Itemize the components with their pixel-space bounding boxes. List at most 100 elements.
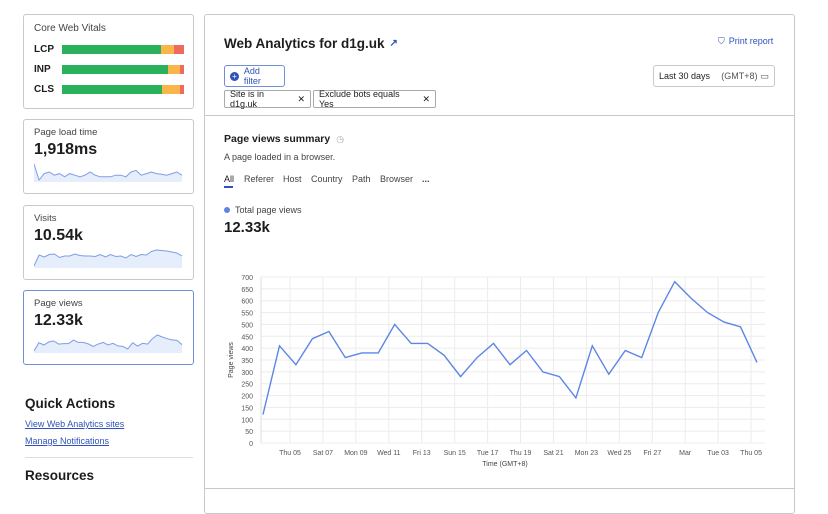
print-icon: ⛉ [718,36,725,46]
manage-notifications-link[interactable]: Manage Notifications [25,436,110,446]
metric-card-page-views[interactable]: Page views 12.33k [23,290,194,365]
data-point[interactable] [310,336,315,341]
external-link-icon[interactable]: ↗ [389,38,398,49]
metric-card-page-load-time[interactable]: Page load time 1,918ms [23,119,194,194]
data-point[interactable] [442,353,447,358]
y-tick-label: 700 [241,275,253,282]
x-tick-label: Wed 25 [607,450,631,457]
filter-value: d1g.uk [230,99,258,109]
active-tab-indicator [224,186,233,188]
resources-heading: Resources [25,468,95,483]
x-tick-label: Thu 19 [510,450,532,457]
data-point[interactable] [672,279,677,284]
cwv-row-lcp[interactable]: LCP [34,43,186,55]
cwv-label: CLS [34,83,54,95]
data-point[interactable] [392,322,397,327]
metric-label: Page views [34,298,83,309]
data-point[interactable] [689,296,694,301]
cwv-segment-needs [168,64,181,74]
tab-more[interactable]: ... [422,174,430,184]
cwv-label: INP [34,63,51,75]
legend-dot-icon [224,207,230,213]
data-point[interactable] [343,355,348,360]
data-point[interactable] [326,329,331,334]
data-point[interactable] [508,362,513,367]
data-point[interactable] [491,341,496,346]
cwv-segment-needs [162,84,181,94]
legend-label: Total page views [235,205,302,215]
data-point[interactable] [293,362,298,367]
sparkline-line [34,334,182,352]
clock-icon[interactable]: ◷ [336,133,345,144]
core-web-vitals-card[interactable]: Core Web Vitals LCP INP CLS [23,14,194,109]
date-range-picker[interactable]: Last 30 days (GMT+8) ▭ [653,65,775,87]
filter-chip-site[interactable]: Site is in d1g.uk ✕ [224,89,311,109]
sparkline [34,249,182,268]
y-tick-label: 600 [241,299,253,306]
data-point[interactable] [755,360,760,365]
data-point[interactable] [738,324,743,329]
data-point[interactable] [606,372,611,377]
data-point[interactable] [573,395,578,400]
data-point[interactable] [705,310,710,315]
close-icon[interactable]: ✕ [297,93,305,104]
y-tick-label: 350 [241,358,253,365]
legend-item[interactable]: Total page views [224,205,302,215]
data-point[interactable] [623,348,628,353]
x-axis-title: Time (GMT+8) [482,461,527,468]
page-views-chart: 0 50 100 150 200 250 300 350 400 450 500 550 600 650 7… [228,275,765,468]
cwv-bar [62,44,184,54]
tab-browser[interactable]: Browser [380,174,414,184]
divider [205,115,794,116]
data-point[interactable] [475,355,480,360]
close-icon[interactable]: ✕ [422,93,430,104]
tab-host[interactable]: Host [283,174,302,184]
timezone-label: (GMT+8) [721,70,758,81]
metric-card-visits[interactable]: Visits 10.54k [23,205,194,280]
cwv-segment-poor [180,84,184,94]
cwv-segment-needs [160,44,175,54]
print-report-button[interactable]: ⛉ Print report [718,36,773,47]
tab-all[interactable]: All [224,174,235,184]
data-point[interactable] [425,341,430,346]
view-sites-link[interactable]: View Web Analytics sites [25,419,125,429]
cwv-row-inp[interactable]: INP [34,63,186,75]
data-point[interactable] [639,355,644,360]
divider [205,488,794,489]
x-tick-label: Sat 21 [543,450,563,457]
cwv-title: Core Web Vitals [34,23,106,34]
data-point[interactable] [277,343,282,348]
series-line-total-page-views[interactable] [262,280,758,415]
filter-field: Site [230,89,246,99]
calendar-icon: ▭ [760,70,769,81]
data-point[interactable] [524,348,529,353]
x-tick-label: Mon 23 [575,450,598,457]
add-filter-button[interactable]: + Add filter [224,65,285,87]
data-point[interactable] [590,343,595,348]
filter-op: is in [248,89,265,99]
y-tick-label: 250 [241,382,253,389]
sparkline-line [34,163,182,182]
tab-country[interactable]: Country [311,174,343,184]
data-point[interactable] [540,369,545,374]
data-point[interactable] [557,374,562,379]
cwv-row-cls[interactable]: CLS [34,83,186,95]
y-tick-label: 50 [245,429,253,436]
data-point[interactable] [409,341,414,346]
tab-path[interactable]: Path [352,174,371,184]
sparkline-area [34,250,182,268]
metric-label: Page load time [34,127,98,138]
filter-chip-bots[interactable]: Exclude bots equals Yes ✕ [313,89,436,109]
y-tick-label: 300 [241,370,253,377]
data-point[interactable] [458,374,463,379]
cwv-segment-poor [174,44,184,54]
data-point[interactable] [359,350,364,355]
data-point[interactable] [722,320,727,325]
data-point[interactable] [376,350,381,355]
cwv-segment-good [62,64,169,74]
sparkline-area [34,335,182,353]
tab-referer[interactable]: Referer [244,174,275,184]
cwv-bar [62,64,184,74]
data-point[interactable] [656,310,661,315]
data-point[interactable] [261,412,266,417]
